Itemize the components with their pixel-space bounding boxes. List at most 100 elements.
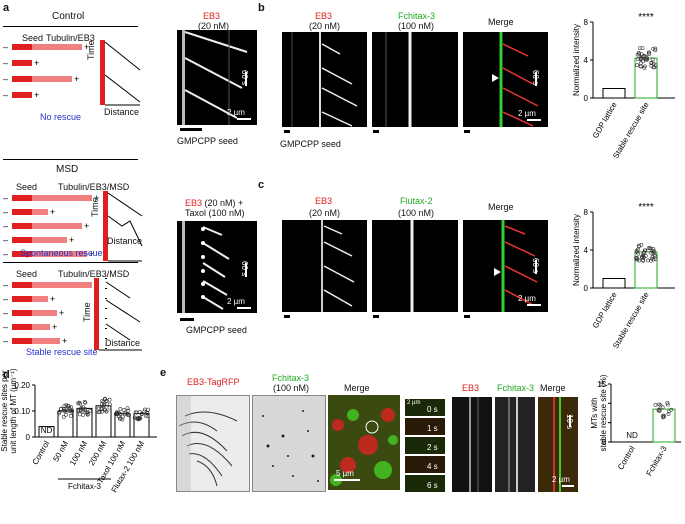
divider [3, 159, 138, 160]
bar [57, 410, 74, 438]
distance-scale-bar [237, 118, 251, 120]
svg-text:+: + [59, 308, 64, 318]
data-point [122, 410, 127, 415]
data-point [653, 403, 658, 407]
y-axis-label-line: unit length of MT (µm⁻¹) [9, 368, 18, 453]
data-point [660, 405, 665, 410]
frame: 6 s [405, 475, 445, 492]
svg-text:–: – [3, 74, 8, 84]
data-point [643, 253, 648, 258]
svg-text:+: + [84, 221, 89, 231]
data-point [146, 407, 151, 412]
svg-text:–: – [3, 294, 8, 304]
data-point [651, 257, 656, 262]
data-point [120, 414, 125, 419]
eb3-conc: (20 nM) + [204, 198, 244, 208]
y-tick-label: 4 [584, 246, 589, 255]
time-scale-bar [245, 263, 247, 277]
distance-scale-bar [527, 119, 541, 121]
data-point [120, 417, 125, 422]
seed-marker [373, 130, 379, 133]
a-top-title-1: EB3 [203, 11, 221, 21]
frame-time: 4 s [427, 462, 438, 471]
data-point [652, 249, 656, 254]
svg-text:+: + [69, 235, 74, 245]
outcome-label: No rescue [40, 112, 82, 122]
e-k-ch2-label: Fchitax-3 [497, 383, 535, 393]
data-point [143, 413, 148, 418]
seed-label: Seed [16, 269, 38, 279]
data-point [649, 63, 654, 68]
data-point [642, 66, 647, 70]
svg-text:+: + [74, 74, 79, 84]
c-merge-label: Merge [488, 202, 514, 212]
category-label: Control [31, 439, 52, 466]
significance-label: **** [638, 12, 654, 23]
data-point [122, 408, 126, 412]
time-scale-label: 60 s [531, 258, 540, 274]
outcome-label: Spontaneous rescue [20, 248, 103, 258]
svg-text:–: – [3, 58, 8, 68]
svg-text:–: – [3, 308, 8, 318]
distance-label: Distance [104, 107, 140, 117]
data-point [139, 412, 144, 416]
data-point [115, 410, 119, 415]
category-label: GDP lattice [591, 100, 619, 140]
b-ch1-conc: (20 nM) [309, 21, 341, 31]
control-diagram: – + – + – + – + [3, 40, 141, 106]
data-point [651, 61, 656, 66]
data-point [85, 411, 90, 416]
y-axis-label: MTs withstable rescue site (%) [590, 374, 608, 451]
y-axis-label: Normalized intensity [572, 24, 581, 96]
b-ch1-label: EB3 [315, 11, 333, 21]
seed-label: GMPCPP seed [186, 325, 247, 335]
time-scale-label: 60 s [531, 70, 540, 86]
data-point [666, 409, 671, 414]
data-point [649, 61, 654, 66]
control-title: Control [52, 11, 85, 22]
data-point [642, 250, 647, 255]
data-point [640, 46, 645, 51]
data-point [669, 407, 674, 412]
svg-text:+: + [34, 90, 39, 100]
kymograph-c-merge: 60 s 2 µm [463, 220, 548, 312]
time-scale-label: 10 s [565, 414, 574, 430]
kymograph-b-merge: 60 s 2 µm [463, 32, 548, 127]
data-point [646, 258, 650, 263]
time-scale-bar [535, 260, 537, 274]
bar [38, 426, 55, 438]
data-point [118, 407, 123, 411]
y-tick-label: 0 [26, 433, 31, 442]
c-ch1-conc: (20 nM) [309, 208, 341, 218]
data-point [134, 410, 139, 415]
bar [652, 408, 676, 443]
distance-scale-bar [527, 304, 541, 306]
data-point [88, 409, 92, 414]
distance-scale-label: 2 µm [227, 297, 245, 306]
kymograph-e-fchitax [495, 397, 535, 492]
data-point [643, 248, 648, 253]
category-label: Stable rescue site [611, 290, 651, 350]
chart-e-percent: 0 15 MTs withstable rescue site (%) Control… [585, 370, 685, 524]
data-point [650, 57, 655, 62]
distance-scale-bar [237, 307, 251, 309]
merge-image: 5 µm [328, 395, 400, 490]
data-point [104, 409, 109, 414]
data-point [82, 407, 87, 412]
svg-text:+: + [84, 42, 89, 52]
category-label: Fchitax-3 [644, 444, 669, 477]
y-tick-label: 8 [584, 208, 589, 217]
time-scale-bar [245, 72, 247, 86]
svg-text:+: + [34, 58, 39, 68]
y-axis-label-line: MTs with [590, 397, 599, 428]
data-point [665, 400, 670, 405]
frame-time: 0 s [427, 405, 438, 414]
svg-text:–: – [3, 42, 8, 52]
data-point [652, 252, 657, 257]
svg-text:+: + [94, 193, 99, 203]
data-point [59, 406, 63, 411]
data-point [648, 250, 653, 255]
time-label: Time [86, 40, 96, 60]
kymograph-b-eb3 [282, 32, 367, 127]
